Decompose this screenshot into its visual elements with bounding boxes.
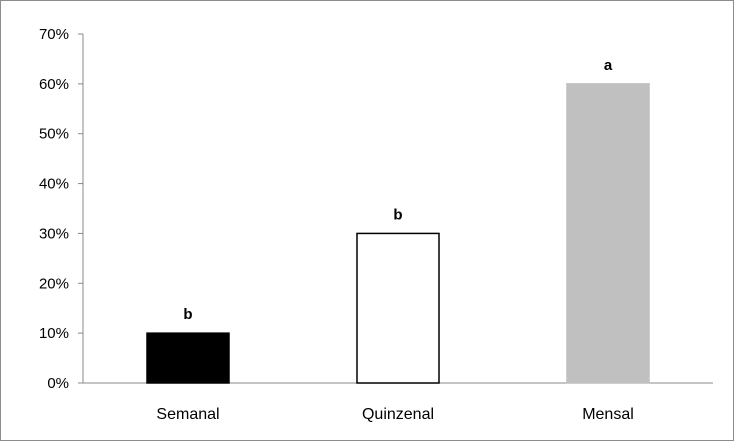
y-ticks: 0% 10% 20% 30% 40% 50% 60% 70% [39, 26, 83, 392]
data-labels: b b a [183, 57, 612, 323]
data-label-mensal: a [604, 57, 613, 74]
y-tick-label: 40% [39, 176, 69, 193]
y-tick-label: 0% [47, 375, 69, 392]
x-label-semanal: Semanal [156, 406, 219, 423]
data-label-quinzenal: b [393, 206, 402, 223]
bar-quinzenal [356, 232, 440, 384]
y-tick-label: 30% [39, 225, 69, 242]
bars [146, 83, 650, 384]
y-tick-label: 60% [39, 76, 69, 93]
bar-mensal [566, 83, 650, 384]
y-tick-label: 10% [39, 325, 69, 342]
data-label-semanal: b [183, 306, 192, 323]
bar-semanal [146, 332, 230, 384]
x-label-mensal: Mensal [582, 406, 634, 423]
y-tick-label: 70% [39, 26, 69, 43]
y-tick-label: 50% [39, 126, 69, 143]
x-labels: Semanal Quinzenal Mensal [156, 406, 633, 423]
x-label-quinzenal: Quinzenal [362, 406, 434, 423]
y-tick-label: 20% [39, 275, 69, 292]
